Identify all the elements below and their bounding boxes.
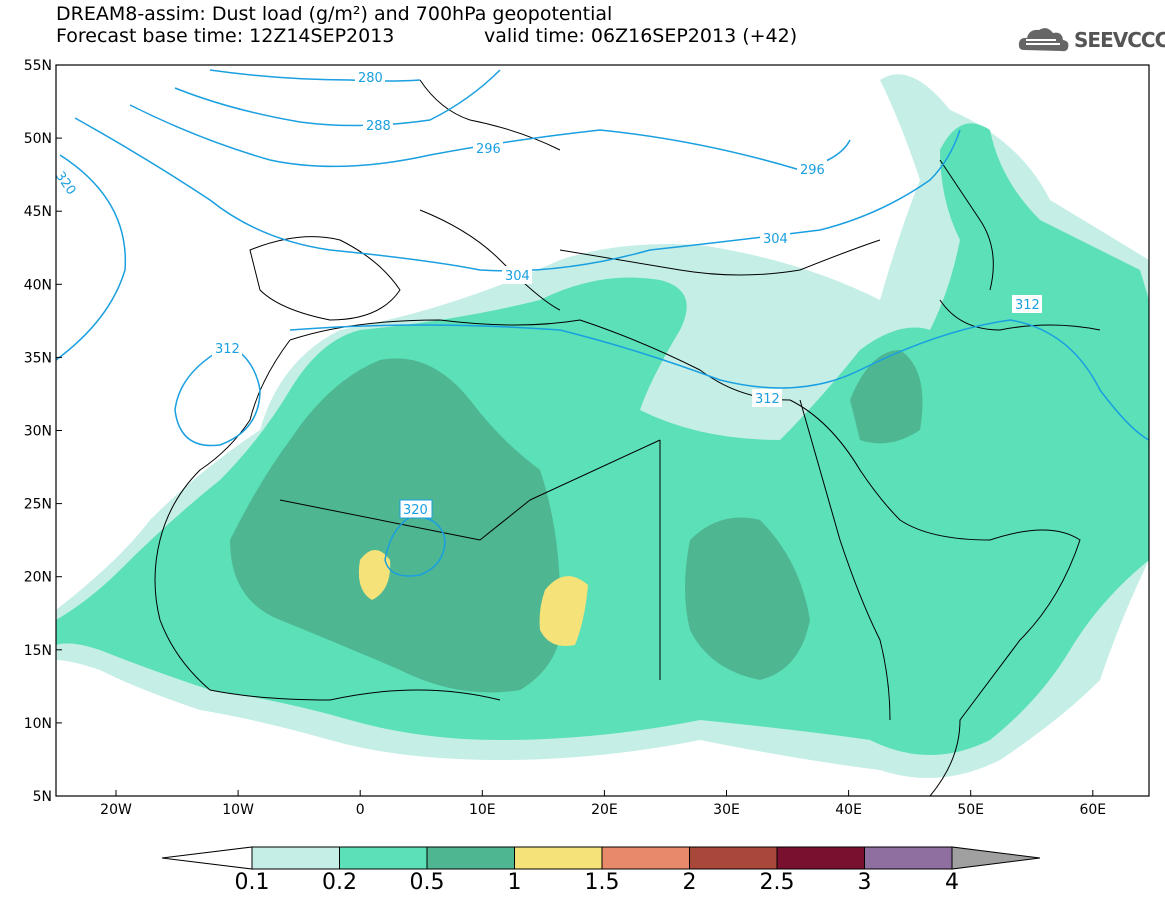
lon-tick-label: 20W — [100, 802, 132, 818]
contour-label-312-b: 312 — [755, 392, 780, 407]
dust-area-0-5-mesopotamia — [850, 350, 923, 444]
contour-label-304-a: 304 — [763, 232, 788, 247]
colorbar-swatch — [864, 846, 953, 870]
colorbar-label: 2 — [682, 870, 697, 895]
lon-tick-label: 10E — [469, 802, 496, 818]
colorbar-swatch — [776, 846, 865, 870]
dust-map: 280 288 296 296 304 304 312 312 312 320 … — [24, 58, 1150, 818]
lat-tick-label: 40N — [24, 277, 52, 293]
contour-label-280: 280 — [358, 71, 383, 86]
lat-tick-label: 20N — [24, 570, 52, 586]
colorbar-swatch — [426, 846, 515, 870]
lat-tick-label: 50N — [24, 131, 52, 147]
colorbar-swatch — [339, 846, 428, 870]
contour-label-304-b: 304 — [505, 269, 530, 284]
contour-label-320-a: 320 — [403, 503, 428, 518]
lon-tick-label: 40E — [835, 802, 862, 818]
lon-tick-label: 10W — [222, 802, 254, 818]
dust-area-0-2 — [56, 123, 1149, 756]
contour-label-296-b: 296 — [800, 163, 825, 178]
contour-label-296-a: 296 — [476, 142, 501, 157]
valid-time: valid time: 06Z16SEP2013 (+42) — [484, 25, 798, 47]
cloud-logo-icon — [1018, 28, 1069, 52]
lat-tick-label: 45N — [24, 204, 52, 220]
dust-area-0-5-east — [685, 517, 810, 680]
dust-area-0-5-west — [230, 358, 562, 693]
colorbar-label: 3 — [857, 870, 872, 895]
contour-label-312-c: 312 — [1015, 298, 1040, 313]
coastlines — [154, 79, 1101, 796]
lon-tick-label: 20E — [591, 802, 618, 818]
colorbar-swatch — [601, 846, 690, 870]
colorbar — [161, 846, 1040, 870]
lat-tick-label: 30N — [24, 424, 52, 440]
lat-tick-label: 55N — [24, 58, 52, 74]
lon-tick-label: 30E — [713, 802, 740, 818]
longitude-axis: 20W 10W 0 10E 20E 30E 40E 50E 60E — [100, 790, 1106, 818]
colorbar-swatch — [514, 846, 603, 870]
contour-label-288: 288 — [366, 119, 391, 134]
lat-tick-label: 35N — [24, 350, 52, 366]
dust-area-1-b — [539, 576, 588, 646]
colorbar-label: 0.2 — [322, 870, 357, 895]
lat-tick-label: 25N — [24, 497, 52, 513]
colorbar-label: 0.1 — [234, 870, 270, 895]
colorbar-label: 2.5 — [759, 870, 795, 895]
colorbar-swatch — [689, 846, 778, 870]
colorbar-over-triangle — [951, 846, 1040, 870]
map-title: DREAM8-assim: Dust load (g/m²) and 700hP… — [56, 3, 613, 25]
lat-tick-label: 10N — [24, 716, 52, 732]
colorbar-label: 4 — [945, 870, 959, 895]
latitude-axis: 55N 50N 45N 40N 35N 30N 25N 20N 15N 10N 5N — [24, 58, 62, 805]
lon-tick-label: 0 — [356, 802, 365, 818]
colorbar-label: 0.5 — [409, 870, 445, 895]
colorbar-label: 1.5 — [584, 870, 620, 895]
lon-tick-label: 50E — [957, 802, 984, 818]
base-time: Forecast base time: 12Z14SEP2013 — [56, 25, 395, 47]
contour-label-312-a: 312 — [215, 342, 240, 357]
colorbar-swatch — [251, 846, 340, 870]
lat-tick-label: 5N — [33, 789, 52, 805]
forecast-times: Forecast base time: 12Z14SEP2013 valid ti… — [56, 25, 797, 47]
lat-tick-label: 15N — [24, 643, 52, 659]
dust-area-1-a — [358, 550, 391, 600]
seevccc-logo: SEEVCCC — [1016, 22, 1165, 58]
colorbar-under-triangle — [161, 846, 253, 870]
colorbar-label: 1 — [507, 870, 522, 895]
lon-tick-label: 60E — [1079, 802, 1106, 818]
logo-text: SEEVCCC — [1074, 28, 1165, 52]
